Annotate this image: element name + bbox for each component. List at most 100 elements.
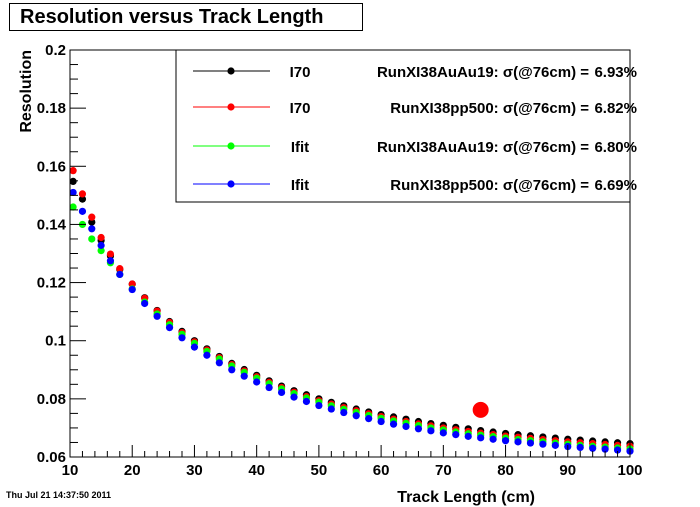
data-point — [489, 435, 497, 443]
data-point — [613, 446, 622, 454]
data-point — [141, 299, 149, 308]
y-tick-label: 0.06 — [37, 449, 66, 466]
x-tick-label: 10 — [62, 462, 79, 479]
x-tick-label: 90 — [559, 462, 576, 479]
data-point — [69, 167, 77, 175]
x-tick-label: 80 — [497, 462, 514, 479]
data-point — [215, 359, 223, 367]
data-point — [340, 408, 348, 417]
data-point — [302, 397, 311, 406]
data-point — [97, 241, 105, 249]
data-point — [277, 388, 286, 397]
data-point — [106, 250, 115, 258]
y-axis-label: Resolution — [18, 50, 35, 133]
data-point — [97, 233, 105, 242]
chart-title: Resolution versus Track Length — [9, 3, 363, 31]
data-point — [439, 429, 447, 437]
y-tick-label: 0.08 — [37, 391, 66, 408]
y-tick-label: 0.12 — [37, 275, 66, 292]
data-point — [265, 383, 273, 392]
highlight-point — [472, 401, 489, 418]
data-point — [240, 372, 248, 380]
legend-marker — [227, 67, 235, 75]
legend-series-name: I70 — [290, 64, 311, 81]
data-point — [178, 334, 186, 342]
legend-value: 6.82% — [594, 100, 637, 117]
y-tick-label: 0.2 — [45, 42, 66, 59]
x-tick-label: 60 — [373, 462, 390, 479]
chart-markers — [69, 167, 634, 455]
x-axis: 10 20 30 40 50 60 70 80 90 100 — [62, 445, 643, 479]
data-point — [116, 270, 124, 279]
data-point — [352, 412, 360, 420]
data-point — [128, 285, 136, 294]
data-point — [514, 438, 522, 446]
y-tick-label: 0.18 — [37, 100, 66, 117]
x-tick-label: 20 — [124, 462, 141, 479]
data-point — [78, 195, 87, 203]
legend-series-name: I70 — [290, 100, 311, 117]
legend-series-name: Ifit — [291, 139, 309, 156]
data-point — [97, 246, 105, 255]
data-point — [402, 422, 410, 431]
data-point — [389, 420, 398, 428]
data-point — [78, 190, 87, 198]
legend-marker — [227, 103, 235, 111]
data-point — [414, 425, 423, 433]
legend-value: 6.80% — [594, 139, 637, 156]
data-point — [116, 265, 124, 273]
legend-run-label: RunXI38pp500: σ(@76cm) = — [390, 177, 589, 194]
y-tick-label: 0.14 — [37, 216, 67, 233]
y-axis: 0.06 0.08 0.1 0.12 0.14 0.16 0.18 0.2 — [37, 42, 86, 466]
data-point — [228, 366, 236, 374]
x-tick-label: 100 — [617, 462, 642, 479]
data-point — [69, 177, 77, 186]
data-point — [365, 415, 373, 423]
data-point — [315, 401, 323, 410]
legend-run-label: RunXI38AuAu19: σ(@76cm) = — [377, 64, 589, 81]
data-point — [190, 343, 199, 351]
data-point — [165, 324, 174, 332]
data-point — [589, 444, 597, 452]
data-point — [69, 188, 77, 197]
legend-box — [175, 49, 631, 203]
legend: I70 RunXI38AuAu19: σ(@76cm) = 6.93% I70 RunX… — [175, 49, 637, 203]
x-tick-label: 30 — [186, 462, 203, 479]
y-tick-label: 0.16 — [37, 158, 66, 175]
x-tick-label: 70 — [435, 462, 452, 479]
data-point — [327, 405, 335, 413]
data-point — [551, 441, 559, 449]
data-point — [526, 439, 535, 447]
data-point — [501, 437, 510, 445]
data-point — [290, 393, 298, 401]
data-point — [539, 440, 547, 448]
legend-run-label: RunXI38AuAu19: σ(@76cm) = — [377, 139, 589, 156]
data-point — [88, 235, 96, 243]
legend-value: 6.93% — [594, 64, 637, 81]
data-point — [452, 431, 460, 439]
x-axis-label: Track Length (cm) — [397, 489, 535, 506]
x-tick-label: 40 — [248, 462, 265, 479]
data-point — [253, 378, 261, 386]
data-point — [78, 207, 87, 215]
data-point — [576, 443, 584, 452]
data-point — [203, 351, 211, 359]
data-point — [601, 445, 609, 453]
data-point — [69, 203, 77, 211]
data-point — [427, 427, 435, 435]
legend-series-name: Ifit — [291, 177, 309, 194]
data-point — [477, 434, 485, 442]
x-tick-label: 50 — [311, 462, 328, 479]
legend-run-label: RunXI38pp500: σ(@76cm) = — [390, 100, 589, 117]
legend-value: 6.69% — [594, 177, 637, 194]
data-point — [377, 417, 385, 426]
data-point — [153, 312, 161, 320]
data-point — [88, 225, 96, 233]
data-point — [106, 257, 115, 265]
timestamp: Thu Jul 21 14:37:50 2011 — [6, 490, 112, 500]
data-point — [88, 218, 96, 226]
legend-marker — [227, 180, 235, 188]
y-tick-label: 0.1 — [45, 333, 66, 350]
data-point — [464, 432, 472, 440]
